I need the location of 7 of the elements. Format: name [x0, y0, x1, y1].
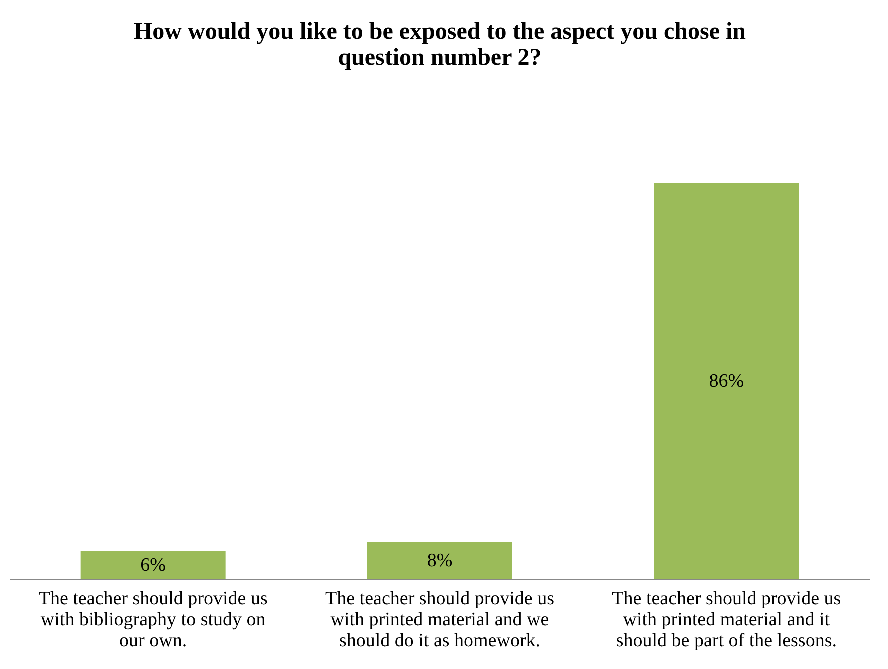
chart-title: How would you like to be exposed to the aspect you chose in question number 2? — [134, 19, 746, 71]
x-tick-label: The teacher should provide us with printed material and we should do it as homework. — [326, 588, 554, 652]
data-label: 6% — [140, 555, 166, 576]
x-tick-label: The teacher should provide us with bibliography to study on our own. — [38, 588, 268, 652]
data-label: 8% — [427, 550, 453, 572]
data-label: 86% — [709, 371, 744, 392]
x-tick-label: The teacher should provide us with printed material and it should be part of the lessons. — [612, 588, 842, 652]
